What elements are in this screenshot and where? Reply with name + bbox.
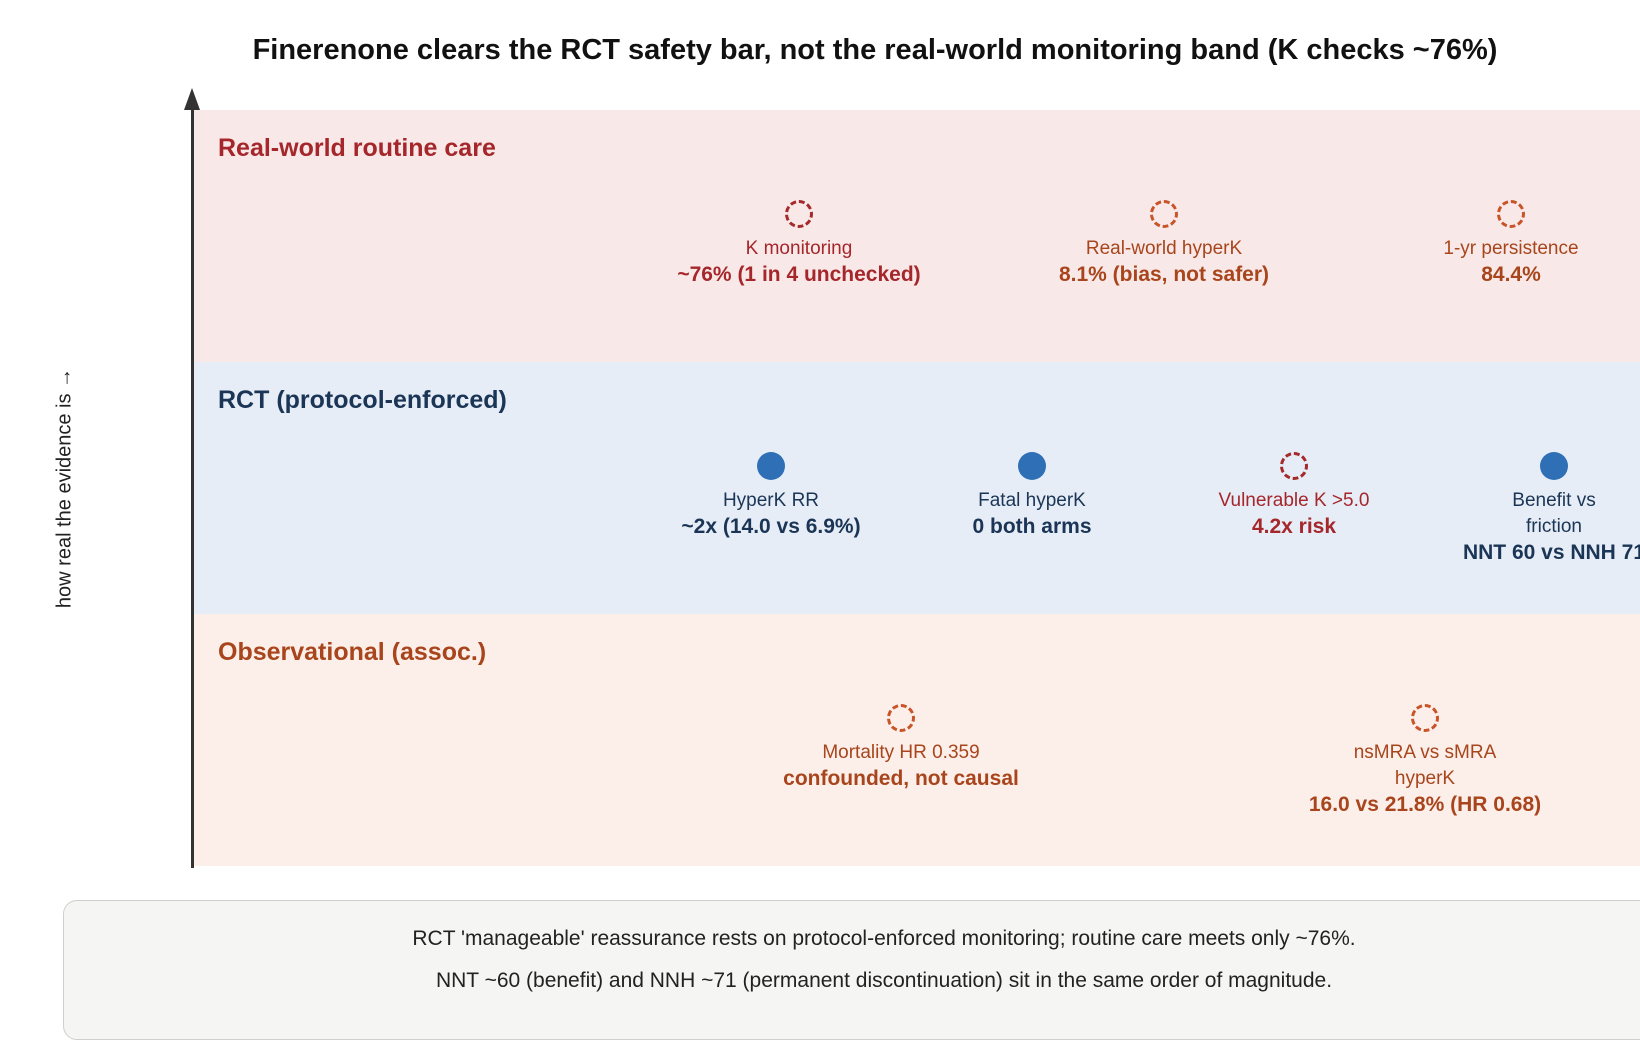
dashed-circle-icon xyxy=(1497,200,1525,228)
node-value: NNT 60 vs NNH 71 xyxy=(1462,541,1640,564)
node-label: nsMRA vs sMRA hyperK xyxy=(1353,742,1497,789)
notes-box: RCT 'manageable' reassurance rests on pr… xyxy=(63,900,1640,1040)
node-persistence: 1-yr persistence 84.4% xyxy=(1351,200,1640,288)
filled-circle-icon xyxy=(1540,452,1568,480)
node-value: ~2x (14.0 vs 6.9%) xyxy=(681,515,861,538)
node-value: ~76% (1 in 4 unchecked) xyxy=(677,263,921,286)
node-value: 4.2x risk xyxy=(1251,515,1337,538)
node-label: Mortality HR 0.359 xyxy=(822,742,980,763)
node-fatal-hyperk: Fatal hyperK 0 both arms xyxy=(872,452,1192,540)
node-label: Fatal hyperK xyxy=(978,490,1086,511)
band-title-observational: Observational (assoc.) xyxy=(218,638,487,666)
node-value: 16.0 vs 21.8% (HR 0.68) xyxy=(1308,793,1542,816)
band-observational: Observational (assoc.) Mortality HR 0.35… xyxy=(194,614,1640,866)
dashed-circle-icon xyxy=(1411,704,1439,732)
node-vulnerable-k: Vulnerable K >5.0 4.2x risk xyxy=(1134,452,1454,540)
dashed-circle-icon xyxy=(785,200,813,228)
filled-circle-icon xyxy=(1018,452,1046,480)
chart-title: Finerenone clears the RCT safety bar, no… xyxy=(252,34,1498,66)
node-real-world-hyperk: Real-world hyperK 8.1% (bias, not safer) xyxy=(1004,200,1324,288)
note-line-1: RCT 'manageable' reassurance rests on pr… xyxy=(412,927,1356,950)
node-label: Benefit vs friction xyxy=(1512,490,1596,537)
node-value: 84.4% xyxy=(1481,263,1541,286)
node-label: Real-world hyperK xyxy=(1085,238,1243,259)
dashed-circle-icon xyxy=(1280,452,1308,480)
dashed-circle-icon xyxy=(1150,200,1178,228)
node-label: 1-yr persistence xyxy=(1443,238,1579,259)
node-value: 8.1% (bias, not safer) xyxy=(1058,263,1270,286)
node-label: HyperK RR xyxy=(722,490,820,511)
arrow-up-icon xyxy=(184,88,200,110)
note-line-2: NNT ~60 (benefit) and NNH ~71 (permanent… xyxy=(435,969,1333,992)
band-rct: RCT (protocol-enforced) HyperK RR ~2x (1… xyxy=(194,362,1640,614)
node-nsmra-vs-smra: nsMRA vs sMRA hyperK 16.0 vs 21.8% (HR 0… xyxy=(1265,704,1585,818)
node-hyperk-rr: HyperK RR ~2x (14.0 vs 6.9%) xyxy=(611,452,931,540)
node-label: Vulnerable K >5.0 xyxy=(1218,490,1370,511)
node-benefit-vs-friction: Benefit vs friction NNT 60 vs NNH 71 xyxy=(1439,452,1640,566)
band-real-world: Real-world routine care K monitoring ~76… xyxy=(194,110,1640,362)
node-k-monitoring: K monitoring ~76% (1 in 4 unchecked) xyxy=(639,200,959,288)
node-mortality-hr: Mortality HR 0.359 confounded, not causa… xyxy=(741,704,1061,792)
node-label: K monitoring xyxy=(745,238,853,259)
node-value: 0 both arms xyxy=(972,515,1092,538)
band-title-real-world: Real-world routine care xyxy=(218,134,496,162)
y-axis-label: how real the evidence is → xyxy=(53,367,76,609)
y-axis-line xyxy=(191,108,194,868)
node-value: confounded, not causal xyxy=(783,767,1019,790)
band-title-rct: RCT (protocol-enforced) xyxy=(218,386,507,414)
dashed-circle-icon xyxy=(887,704,915,732)
filled-circle-icon xyxy=(757,452,785,480)
